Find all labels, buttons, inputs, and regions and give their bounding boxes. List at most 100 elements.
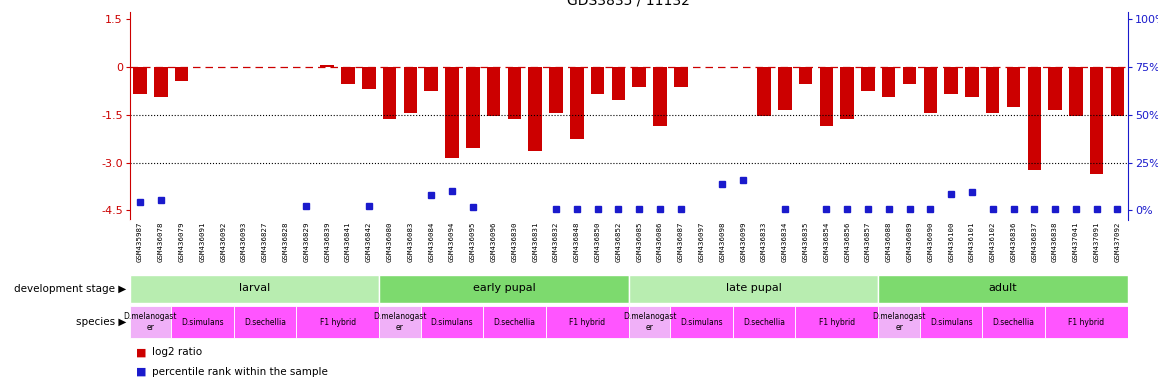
Bar [878,275,1128,303]
Bar [296,306,380,338]
Text: GSM436829: GSM436829 [303,222,309,262]
Text: GSM436087: GSM436087 [677,222,683,262]
Text: GSM436094: GSM436094 [449,222,455,262]
Text: GSM436088: GSM436088 [886,222,892,262]
Text: D.sechellia: D.sechellia [244,318,286,327]
Text: F1 hybrid: F1 hybrid [1068,318,1105,327]
Text: GSM436084: GSM436084 [428,222,434,262]
Bar [820,66,833,126]
Bar [629,306,670,338]
Bar [882,66,895,97]
Bar [570,66,584,139]
Text: late pupal: late pupal [726,283,782,293]
Text: GSM436842: GSM436842 [366,222,372,262]
Bar [653,66,667,126]
Text: D.melanogast
er: D.melanogast er [124,313,177,332]
Text: GSM436837: GSM436837 [1032,222,1038,262]
Bar [945,66,958,94]
Text: GSM437092: GSM437092 [1114,222,1121,262]
Bar [733,306,796,338]
Bar [1069,66,1083,116]
Bar [670,306,733,338]
Text: F1 hybrid: F1 hybrid [320,318,356,327]
Bar [919,306,982,338]
Bar [632,66,646,88]
Text: GSM436839: GSM436839 [324,222,330,262]
Text: adult: adult [989,283,1018,293]
Bar [486,66,500,116]
Bar [862,66,874,91]
Text: ■: ■ [135,367,146,377]
Text: D.sechellia: D.sechellia [743,318,785,327]
Bar [924,66,937,113]
Text: GSM436099: GSM436099 [740,222,746,262]
Text: GSM436080: GSM436080 [387,222,393,262]
Bar [383,66,396,119]
Text: D.simulans: D.simulans [181,318,223,327]
Text: GSM436078: GSM436078 [157,222,164,262]
Bar [799,66,812,84]
Text: GSM436098: GSM436098 [719,222,725,262]
Text: GSM436852: GSM436852 [615,222,622,262]
Bar [545,306,629,338]
Bar [507,66,521,119]
Bar [130,275,380,303]
Text: GSM436831: GSM436831 [533,222,538,262]
Text: GSM436097: GSM436097 [698,222,704,262]
Text: ■: ■ [135,347,146,357]
Bar [466,66,479,148]
Text: D.melanogast
er: D.melanogast er [623,313,676,332]
Text: GSM436828: GSM436828 [283,222,288,262]
Text: GSM436833: GSM436833 [761,222,767,262]
Bar [1048,66,1062,110]
Text: GSM436095: GSM436095 [470,222,476,262]
Text: larval: larval [239,283,270,293]
Text: GSM437041: GSM437041 [1073,222,1079,262]
Text: percentile rank within the sample: percentile rank within the sample [152,367,328,377]
Bar [404,66,417,113]
Bar [420,306,483,338]
Text: GSM436856: GSM436856 [844,222,850,262]
Text: GDS3835 / 11132: GDS3835 / 11132 [567,0,690,8]
Text: log2 ratio: log2 ratio [152,347,201,357]
Text: GSM436093: GSM436093 [241,222,247,262]
Text: GSM436090: GSM436090 [928,222,933,262]
Bar [342,66,354,84]
Bar [985,66,999,113]
Text: GSM436086: GSM436086 [657,222,664,262]
Text: F1 hybrid: F1 hybrid [569,318,606,327]
Bar [321,65,334,66]
Bar [483,306,545,338]
Text: GSM436092: GSM436092 [220,222,226,262]
Text: GSM436836: GSM436836 [1011,222,1017,262]
Text: D.simulans: D.simulans [431,318,474,327]
Text: F1 hybrid: F1 hybrid [819,318,855,327]
Bar [1027,66,1041,170]
Text: species ▶: species ▶ [75,317,126,327]
Bar [380,306,420,338]
Text: development stage ▶: development stage ▶ [14,284,126,294]
Text: GSM436102: GSM436102 [990,222,996,262]
Text: D.melanogast
er: D.melanogast er [373,313,427,332]
Text: GSM436841: GSM436841 [345,222,351,262]
Bar [1090,66,1104,174]
Text: GSM436827: GSM436827 [262,222,267,262]
Bar [591,66,604,94]
Bar [425,66,438,91]
Bar [841,66,853,119]
Bar [362,66,375,89]
Bar [234,306,296,338]
Text: GSM436083: GSM436083 [408,222,413,262]
Text: GSM436834: GSM436834 [782,222,787,262]
Text: GSM436079: GSM436079 [178,222,184,262]
Bar [528,66,542,151]
Text: GSM436838: GSM436838 [1053,222,1058,262]
Text: D.simulans: D.simulans [680,318,723,327]
Bar [1045,306,1128,338]
Text: GSM436089: GSM436089 [907,222,913,262]
Text: GSM436857: GSM436857 [865,222,871,262]
Bar [965,66,979,97]
Text: GSM436854: GSM436854 [823,222,829,262]
Text: GSM436085: GSM436085 [636,222,643,262]
Bar [982,306,1045,338]
